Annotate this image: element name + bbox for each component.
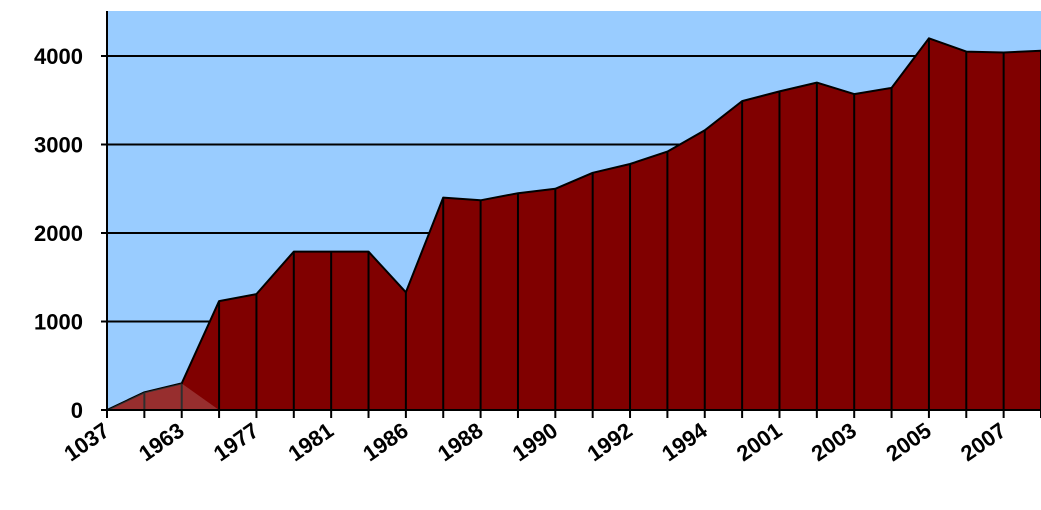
x-tick-label: 2003 [807,418,861,467]
vertical-dividers [143,38,1041,410]
x-tick-label: 2001 [732,418,786,467]
y-tick-label: 2000 [34,221,83,246]
y-tick-label: 4000 [34,44,83,69]
area-series [106,37,1041,411]
x-tick-label: 1994 [657,417,712,466]
x-tick-label: 1037 [59,418,113,467]
x-tick-label: 1986 [358,418,412,467]
x-tick-label: 2005 [881,418,935,467]
x-tick-label: 1981 [284,418,338,467]
area-highlight [107,383,220,410]
x-tick-label: 1963 [134,418,188,467]
y-tick-label: 1000 [34,310,83,335]
x-axis-ticks: 1037 1963 1977 1981 1986 1988 1990 1992 1994 2001… [59,410,1041,466]
x-tick-label: 1990 [508,418,562,467]
x-tick-label: 1992 [582,418,636,467]
x-tick-label: 1988 [433,418,487,467]
y-axis-ticks: 0 1000 2000 3000 4000 [34,44,107,423]
x-tick-label: 2007 [956,418,1010,467]
y-tick-label: 3000 [34,133,83,158]
x-tick-label: 1977 [209,418,263,467]
y-tick-label: 0 [71,398,83,423]
